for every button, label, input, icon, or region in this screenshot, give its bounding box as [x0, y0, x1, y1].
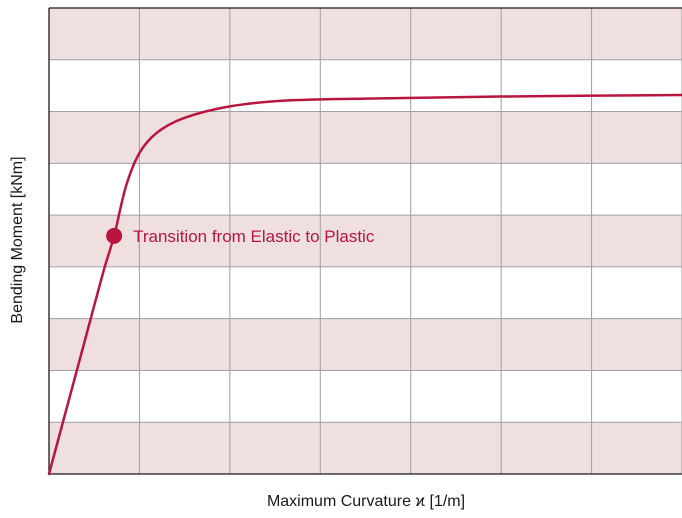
band-row: [49, 215, 682, 267]
y-axis-label: Bending Moment [kNm]: [9, 156, 26, 323]
transition-point-marker: [106, 227, 123, 244]
band-row: [49, 318, 682, 371]
band-row: [49, 111, 682, 164]
band-row: [49, 8, 682, 60]
background-bands: [49, 8, 682, 474]
band-row: [49, 370, 682, 423]
grid-lines: [49, 8, 682, 474]
annotations: Transition from Elastic to Plastic: [106, 227, 375, 246]
series-line: [47, 93, 682, 476]
band-row: [49, 59, 682, 112]
axes: [48, 7, 682, 475]
x-axis-label: Maximum Curvature ϰ [1/m]: [267, 493, 465, 510]
band-row: [49, 422, 682, 474]
band-row: [49, 266, 682, 319]
band-row: [49, 163, 682, 216]
transition-annotation-label: Transition from Elastic to Plastic: [133, 227, 375, 246]
series-group: [47, 93, 682, 476]
